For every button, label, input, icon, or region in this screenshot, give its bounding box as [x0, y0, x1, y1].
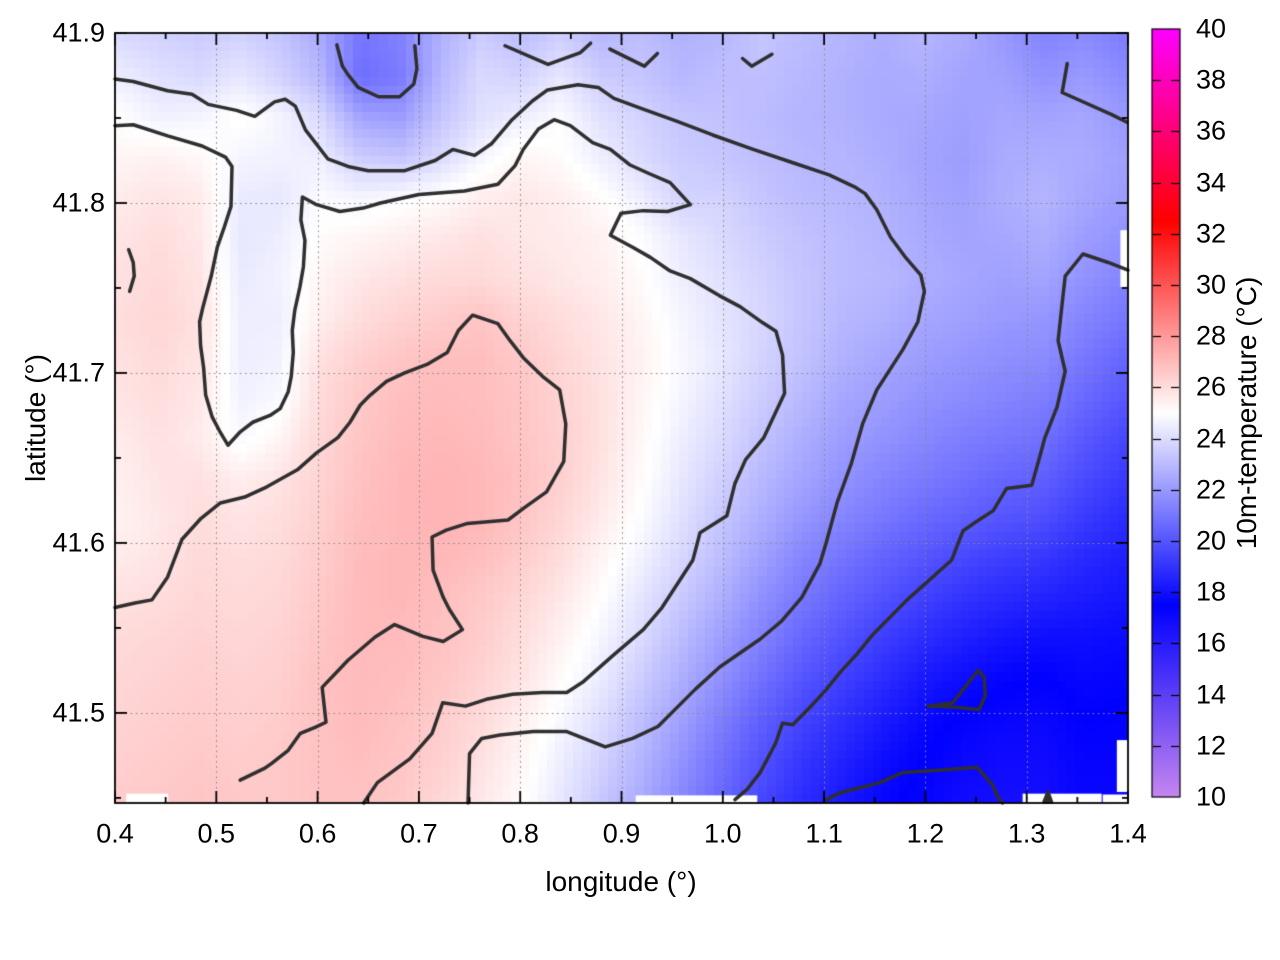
- colorbar-tick-label: 26: [1196, 371, 1227, 402]
- y-tick-label: 41.6: [52, 527, 105, 558]
- x-tick-label: 0.5: [197, 818, 236, 849]
- colorbar-title: 10m-temperature (°C): [1231, 276, 1262, 550]
- x-tick-label: 0.9: [602, 818, 641, 849]
- colorbar-tick-label: 16: [1196, 627, 1227, 658]
- colorbar-tick-label: 20: [1196, 525, 1227, 556]
- x-tick-label: 0.6: [298, 818, 337, 849]
- x-tick-label: 0.8: [501, 818, 539, 849]
- x-tick-label: 0.4: [96, 818, 134, 849]
- x-tick-label: 1.2: [906, 818, 945, 849]
- colorbar-tick-label: 22: [1196, 474, 1227, 505]
- colorbar-tick-label: 40: [1196, 13, 1227, 44]
- colorbar-tick-label: 32: [1196, 218, 1227, 249]
- colorbar-tick-label: 24: [1196, 423, 1227, 454]
- colorbar-tick-label: 30: [1196, 269, 1227, 300]
- colorbar-tick-label: 14: [1196, 679, 1227, 710]
- x-tick-label: 1.1: [805, 818, 843, 849]
- colorbar-tick-label: 28: [1196, 320, 1227, 351]
- y-tick-label: 41.7: [52, 357, 105, 388]
- colorbar-tick-label: 38: [1196, 64, 1227, 95]
- colorbar-tick-label: 34: [1196, 167, 1227, 198]
- x-axis-title: longitude (°): [545, 866, 697, 897]
- x-tick-label: 1.4: [1109, 818, 1147, 849]
- y-tick-label: 41.5: [52, 697, 105, 728]
- y-tick-label: 41.8: [52, 187, 105, 218]
- y-tick-label: 41.9: [52, 17, 105, 48]
- x-tick-label: 1.0: [704, 818, 742, 849]
- colorbar-tick-label: 36: [1196, 115, 1227, 146]
- colorbar-tick-label: 10: [1196, 781, 1227, 812]
- colorbar-tick-label: 18: [1196, 576, 1227, 607]
- x-tick-label: 0.7: [400, 818, 438, 849]
- x-tick-label: 1.3: [1007, 818, 1046, 849]
- y-axis-title: latitude (°): [20, 354, 51, 482]
- colorbar-tick-label: 12: [1196, 730, 1227, 761]
